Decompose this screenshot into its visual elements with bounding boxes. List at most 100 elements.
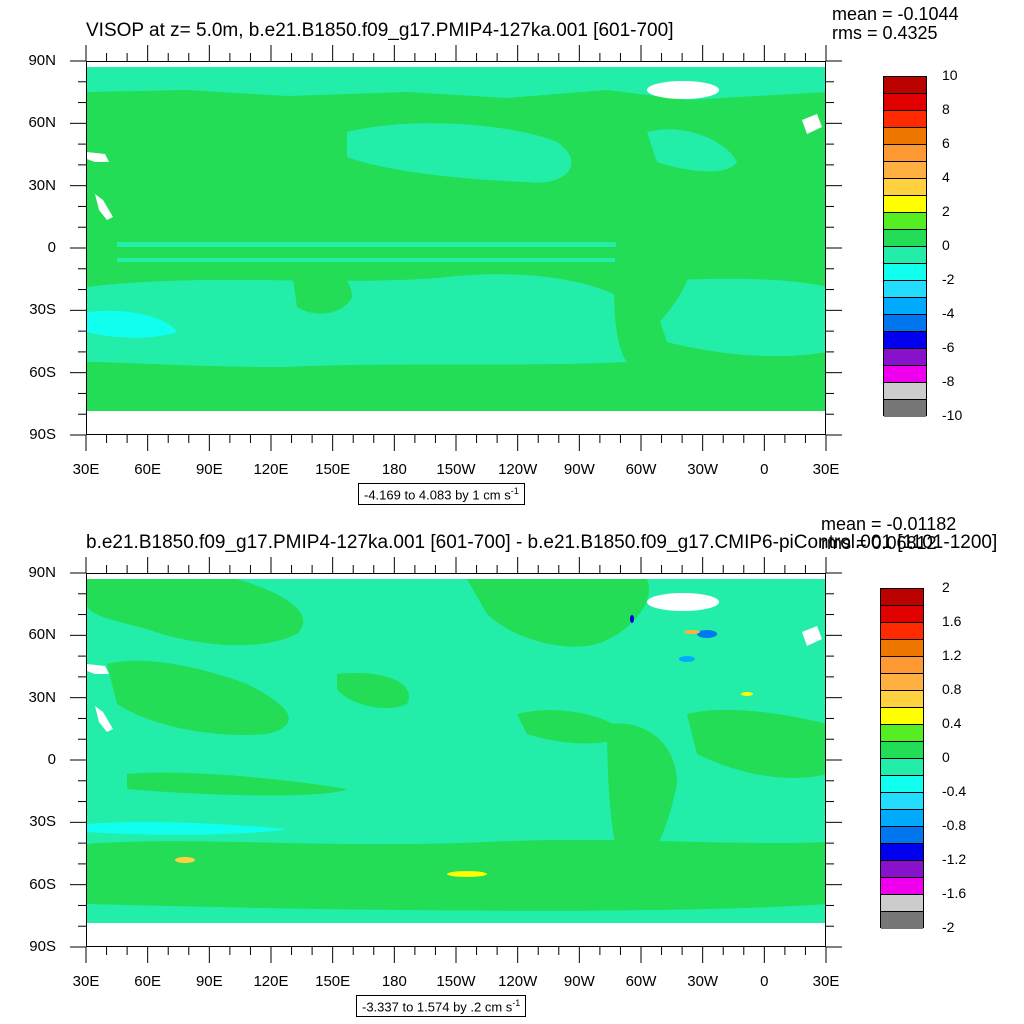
bottom-colorbar-label: -1.2 [942,851,967,867]
bottom-nodata-north [87,574,825,579]
bottom-contour-info-unit-exp: -1 [512,998,521,1008]
top-axis-ticks [70,45,842,451]
bottom-lat-tick-label: 60S [29,875,56,893]
bottom-colorbar-cell [881,844,923,861]
bottom-colorbar-cell [881,793,923,810]
top-colorbar-cell [884,247,926,264]
top-lon-tick-label: 30E [812,461,840,478]
top-rms-label: rms = 0.4325 [832,23,938,43]
top-colorbar-cell [884,349,926,366]
bottom-lat-tick-label: 90N [28,564,56,581]
bottom-lon-tick-label: 120E [253,973,289,990]
top-colorbar-cell [884,230,926,247]
bottom-colorbar-cell [881,861,923,878]
top-lon-tick-label: 120W [498,461,538,478]
bottom-lon-tick-label: 180 [381,973,407,990]
top-colorbar-label: 8 [942,101,950,117]
top-lon-tick-label: 180 [381,461,407,478]
top-colorbar-label: -8 [942,373,955,389]
top-colorbar-label: -6 [942,339,955,355]
bottom-indian-green [107,660,289,735]
top-south-cyan [87,274,627,367]
bottom-colorbar [880,588,924,929]
top-colorbar-cell [884,162,926,179]
bottom-colorbar-label: 1.6 [942,613,962,629]
top-lon-tick-label: 60E [134,461,161,478]
bottom-panel: b.e21.B1850.f09_g17.PMIP4-127ka.001 [601… [0,512,1024,1024]
top-lat-tick-label: 60S [29,363,56,381]
bottom-lon-tick-label: 60E [134,973,161,990]
top-lon-tick-label: 120E [253,461,289,478]
bottom-npac-green [337,673,409,709]
bottom-colorbar-label: -0.8 [942,817,967,833]
bottom-lon-tick-label: 30E [72,973,100,990]
bottom-lon-tick-label: 0 [760,973,769,990]
top-lon-tick-label: 90W [563,461,595,478]
bottom-colorbar-cell [881,691,923,708]
bottom-colorbar-label: -0.4 [942,783,967,799]
top-lat-tick-label: 0 [47,239,56,256]
top-map-field [87,62,825,434]
bottom-anomaly-blue-1 [697,630,717,638]
bottom-red-sea-mask [95,706,113,732]
bottom-nodata-south [87,923,825,946]
bottom-colorbar-cell [881,725,923,742]
top-lon-tick-label: 90E [195,461,223,478]
top-panel: VISOP at z= 5.0m, b.e21.B1850.f09_g17.PM… [28,5,962,506]
top-stats: mean = -0.1044 rms = 0.4325 [832,5,959,43]
top-nodata-north [87,62,825,67]
bottom-colorbar-cell [881,657,923,674]
bottom-map-field [87,574,825,946]
top-colorbar-label: 0 [942,237,950,253]
bottom-colorbar-label: -2 [942,919,955,935]
bottom-colorbar-cell [881,776,923,793]
bottom-namerica-green [467,579,649,647]
top-colorbar-cell [884,145,926,162]
bottom-lat-tick-label: 30S [29,813,56,831]
top-equator-stripe-2 [117,258,627,262]
top-arctic-band [87,67,825,100]
bottom-colorbar-cell [881,895,923,912]
bottom-mean-label: mean = -0.01182 [821,514,957,534]
top-lon-tick-label: 30E [72,461,100,478]
bottom-colorbar-label: 2 [942,579,950,595]
bottom-anomaly-blue-2 [679,656,695,662]
bottom-south-lightcyan [87,821,287,835]
top-lon-tick-label: 150W [436,461,476,478]
bottom-caspian-mask [87,664,109,674]
top-colorbar-label: -4 [942,305,955,321]
top-contour-info: -4.169 to 4.083 by 1 cm s-1 [358,483,525,506]
top-colorbar-label: 6 [942,135,950,151]
bottom-colorbar-label: 0.8 [942,681,962,697]
top-lat-tick-label: 90N [28,52,56,69]
top-contour-info-text: -4.169 to 4.083 by 1 cm s [364,487,511,503]
bottom-colorbar-cell [881,674,923,691]
top-colorbar-label: 10 [942,67,958,83]
bottom-colorbar-cell [881,589,923,606]
top-colorbar-cell [884,111,926,128]
bottom-map-plot [86,573,826,947]
top-lat-tick-label: 60N [28,114,56,132]
bottom-rms-label: rms = 0.06812 [821,533,937,553]
top-colorbar-label: 2 [942,203,950,219]
bottom-colorbar-label: -1.6 [942,885,967,901]
top-baltic-mask [802,114,822,134]
top-colorbar-label: 4 [942,169,950,185]
top-colorbar-cell [884,94,926,111]
top-southern-green-belt [87,367,825,388]
bottom-colorbar-cell [881,810,923,827]
top-colorbar-label: -2 [942,271,955,287]
bottom-axis-ticks [70,557,842,963]
bottom-contour-info-text: -3.337 to 1.574 by .2 cm s [362,999,513,1015]
bottom-colorbar-cell [881,708,923,725]
bottom-lat-tick-label: 60N [28,626,56,644]
bottom-lat-tick-label: 90S [29,938,56,955]
bottom-lat-tick-label: 0 [47,751,56,768]
top-contour-info-unit-exp: -1 [510,486,519,496]
top-colorbar-cell [884,196,926,213]
top-colorbar-cell [884,179,926,196]
bottom-epac-green [517,710,627,744]
bottom-colorbar-label: 1.2 [942,647,962,663]
top-south-atlantic-cyan [647,278,825,357]
bottom-lon-tick-label: 150E [315,973,351,990]
